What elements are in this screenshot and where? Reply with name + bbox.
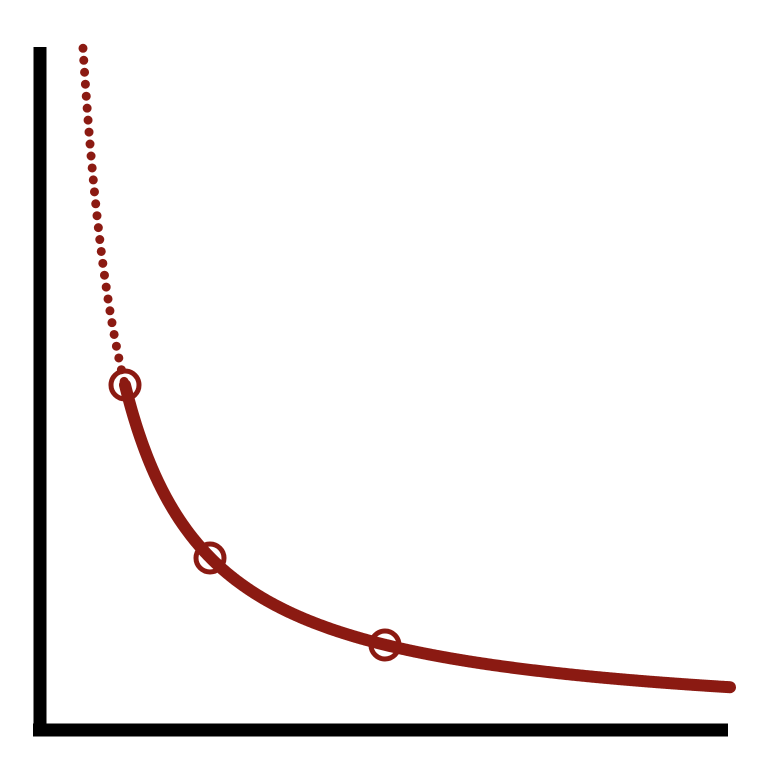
- marker: [368, 628, 402, 662]
- curve: [119, 378, 736, 694]
- marker: [193, 541, 227, 575]
- extrapolated-curve: [78, 43, 130, 390]
- marker: [108, 368, 142, 402]
